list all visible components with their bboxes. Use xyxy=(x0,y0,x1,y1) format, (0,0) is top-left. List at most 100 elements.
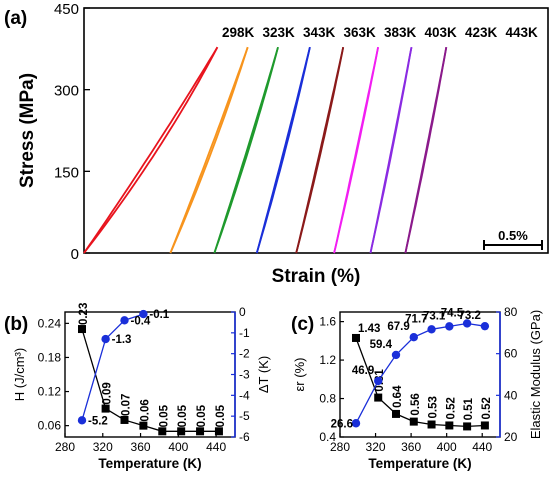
panel-b-y-right-tick-label: -1 xyxy=(239,326,250,340)
panel-b-y-right-tick-label: 0 xyxy=(239,305,246,319)
panel-c-square-marker xyxy=(374,393,383,402)
panel-a-label: (a) xyxy=(4,8,27,29)
panel-b-square-marker xyxy=(177,427,186,436)
panel-c-x-axis-title: Temperature (K) xyxy=(368,456,471,471)
panel-b-data-label: 0.05 xyxy=(177,404,189,427)
curve-363K-unloading xyxy=(255,47,311,254)
panel-c-circle-marker xyxy=(374,376,383,386)
panel-b-y-left-tick-label: 0.18 xyxy=(38,350,62,364)
panel-b-x-tick-label: 360 xyxy=(131,440,151,454)
panel-b-label: (b) xyxy=(4,314,28,335)
panel-a-frame xyxy=(83,7,549,254)
panel-b-circle-marker xyxy=(139,309,148,319)
panel-c-y-left-axis-title: εr (%) xyxy=(292,358,307,392)
panel-a-y-axis-title: Stress (MPa) xyxy=(17,73,38,188)
curve-383K-unloading xyxy=(295,47,345,254)
panel-c-x-tick-label: 320 xyxy=(366,440,386,454)
panel-b-data-label: -0.4 xyxy=(131,315,151,327)
legend-label-423K: 423K xyxy=(465,25,498,40)
panel-c-data-label: 0.56 xyxy=(410,393,422,415)
panel-b-data-label: 0.07 xyxy=(121,394,133,416)
panel-c-y-left-tick-label: 0.8 xyxy=(319,392,336,406)
panel-c-square-marker xyxy=(463,422,472,431)
panel-b-y-right-axis-title: ΔT (K) xyxy=(256,356,271,393)
panel-c-square-marker xyxy=(445,421,454,430)
curve-423K-unloading xyxy=(369,47,413,254)
panel-c-x-tick-label: 440 xyxy=(472,440,492,454)
panel-a-y-tick-label: 300 xyxy=(54,83,79,100)
panel-a: (a) 0 150 300 450 Stress (MPa) Strain (%) 298K 3… xyxy=(4,1,549,287)
panel-b-square-marker xyxy=(196,427,205,436)
panel-b-data-label: 0.05 xyxy=(158,404,170,427)
panel-b-x-tick-label: 400 xyxy=(168,440,188,454)
scale-bar-label: 0.5% xyxy=(498,228,528,243)
panel-b-square-marker xyxy=(120,415,129,424)
panel-c-data-label: 73.1 xyxy=(423,310,446,322)
panel-c-data-label: 46.9 xyxy=(352,365,374,377)
panel-c-y-left-tick-label: 0.4 xyxy=(319,430,336,444)
panel-b-y-right-tick-label: -3 xyxy=(239,368,250,382)
panel-c-y-right-axis-title: Elastic Modulus (GPa) xyxy=(528,310,543,439)
panel-c-circle-marker xyxy=(391,350,401,360)
panel-b-square-marker xyxy=(158,427,167,436)
panel-c-data-label: 0.64 xyxy=(392,385,404,408)
panel-c-data-label: 0.53 xyxy=(428,396,440,418)
panel-c-y-right-tick-label: 60 xyxy=(504,347,518,361)
panel-b: (b) 280 320 360 400 440 0.06 0.12 0.18 0.24 0 -1 -2 -… xyxy=(4,303,271,471)
panel-b-data-label: 0.05 xyxy=(196,404,208,427)
panel-c-square-marker xyxy=(409,417,418,426)
panel-c-y-left-tick-label: 1.6 xyxy=(319,315,336,329)
panel-c-data-label: 26.6 xyxy=(331,418,353,430)
curve-298K-unloading xyxy=(83,46,219,254)
panel-c-y-right-tick-label: 20 xyxy=(504,430,518,444)
panel-c-data-label: 0.52 xyxy=(445,397,457,419)
panel-b-series-1-line xyxy=(81,313,144,421)
curve-343K-unloading xyxy=(213,46,279,254)
legend-label-443K: 443K xyxy=(506,25,539,40)
panel-c-data-label: 1.43 xyxy=(358,323,380,335)
legend-label-343K: 343K xyxy=(303,25,336,40)
curve-323K-loading xyxy=(169,46,249,254)
panel-a-y-tick-label: 0 xyxy=(71,246,79,263)
curve-443K-unloading xyxy=(404,47,448,254)
panel-c-x-tick-label: 400 xyxy=(437,440,457,454)
panel-b-data-label: 0.09 xyxy=(102,382,114,404)
panel-b-circle-marker xyxy=(120,316,129,325)
panel-c-circle-marker xyxy=(427,325,436,334)
panel-a-y-tick-label: 150 xyxy=(54,164,79,181)
panel-b-y-right-tick-label: -4 xyxy=(239,388,250,402)
panel-b-x-tick-label: 280 xyxy=(55,440,75,454)
panel-b-x-axis-title: Temperature (K) xyxy=(98,456,201,471)
curve-363K-loading xyxy=(255,46,311,254)
panel-b-y-right-tick-label: -2 xyxy=(239,347,250,361)
legend-label-363K: 363K xyxy=(344,25,377,40)
panel-c-y-right-tick-label: 40 xyxy=(504,388,518,402)
panel-b-y-left-tick-label: 0.24 xyxy=(38,316,62,330)
panel-c-y-left-tick-label: 1.2 xyxy=(319,353,336,367)
panel-c-x-tick-label: 360 xyxy=(401,440,421,454)
panel-b-circle-marker xyxy=(77,416,87,425)
panel-c-square-marker xyxy=(352,333,360,342)
panel-b-y-right-tick-label: -5 xyxy=(239,409,250,423)
panel-a-x-axis-title: Strain (%) xyxy=(272,266,361,287)
panel-c-data-label: 71.7 xyxy=(405,313,427,325)
panel-c-circle-marker xyxy=(445,322,454,331)
panel-c-data-label: 0.52 xyxy=(481,397,493,419)
panel-b-data-label: -0.1 xyxy=(149,309,169,321)
panel-c-data-label: 73.2 xyxy=(458,310,480,322)
panel-c-data-label: 74.5 xyxy=(441,307,464,319)
panel-b-y-left-tick-label: 0.06 xyxy=(38,419,62,433)
panel-c-square-marker xyxy=(427,420,436,429)
panel-c-square-marker xyxy=(480,421,489,430)
panel-b-y-left-axis-title: H (J/cm³) xyxy=(12,348,27,401)
legend-label-298K: 298K xyxy=(222,25,255,40)
panel-b-x-tick-label: 440 xyxy=(206,440,226,454)
panel-c-circle-marker xyxy=(351,419,361,428)
panel-b-square-marker xyxy=(214,427,223,436)
panel-b-data-label: -5.2 xyxy=(88,415,108,427)
panel-b-square-marker xyxy=(139,421,148,430)
panel-b-circle-marker xyxy=(101,334,110,344)
legend-label-383K: 383K xyxy=(384,25,417,40)
panel-b-data-label: -1.3 xyxy=(112,334,132,346)
